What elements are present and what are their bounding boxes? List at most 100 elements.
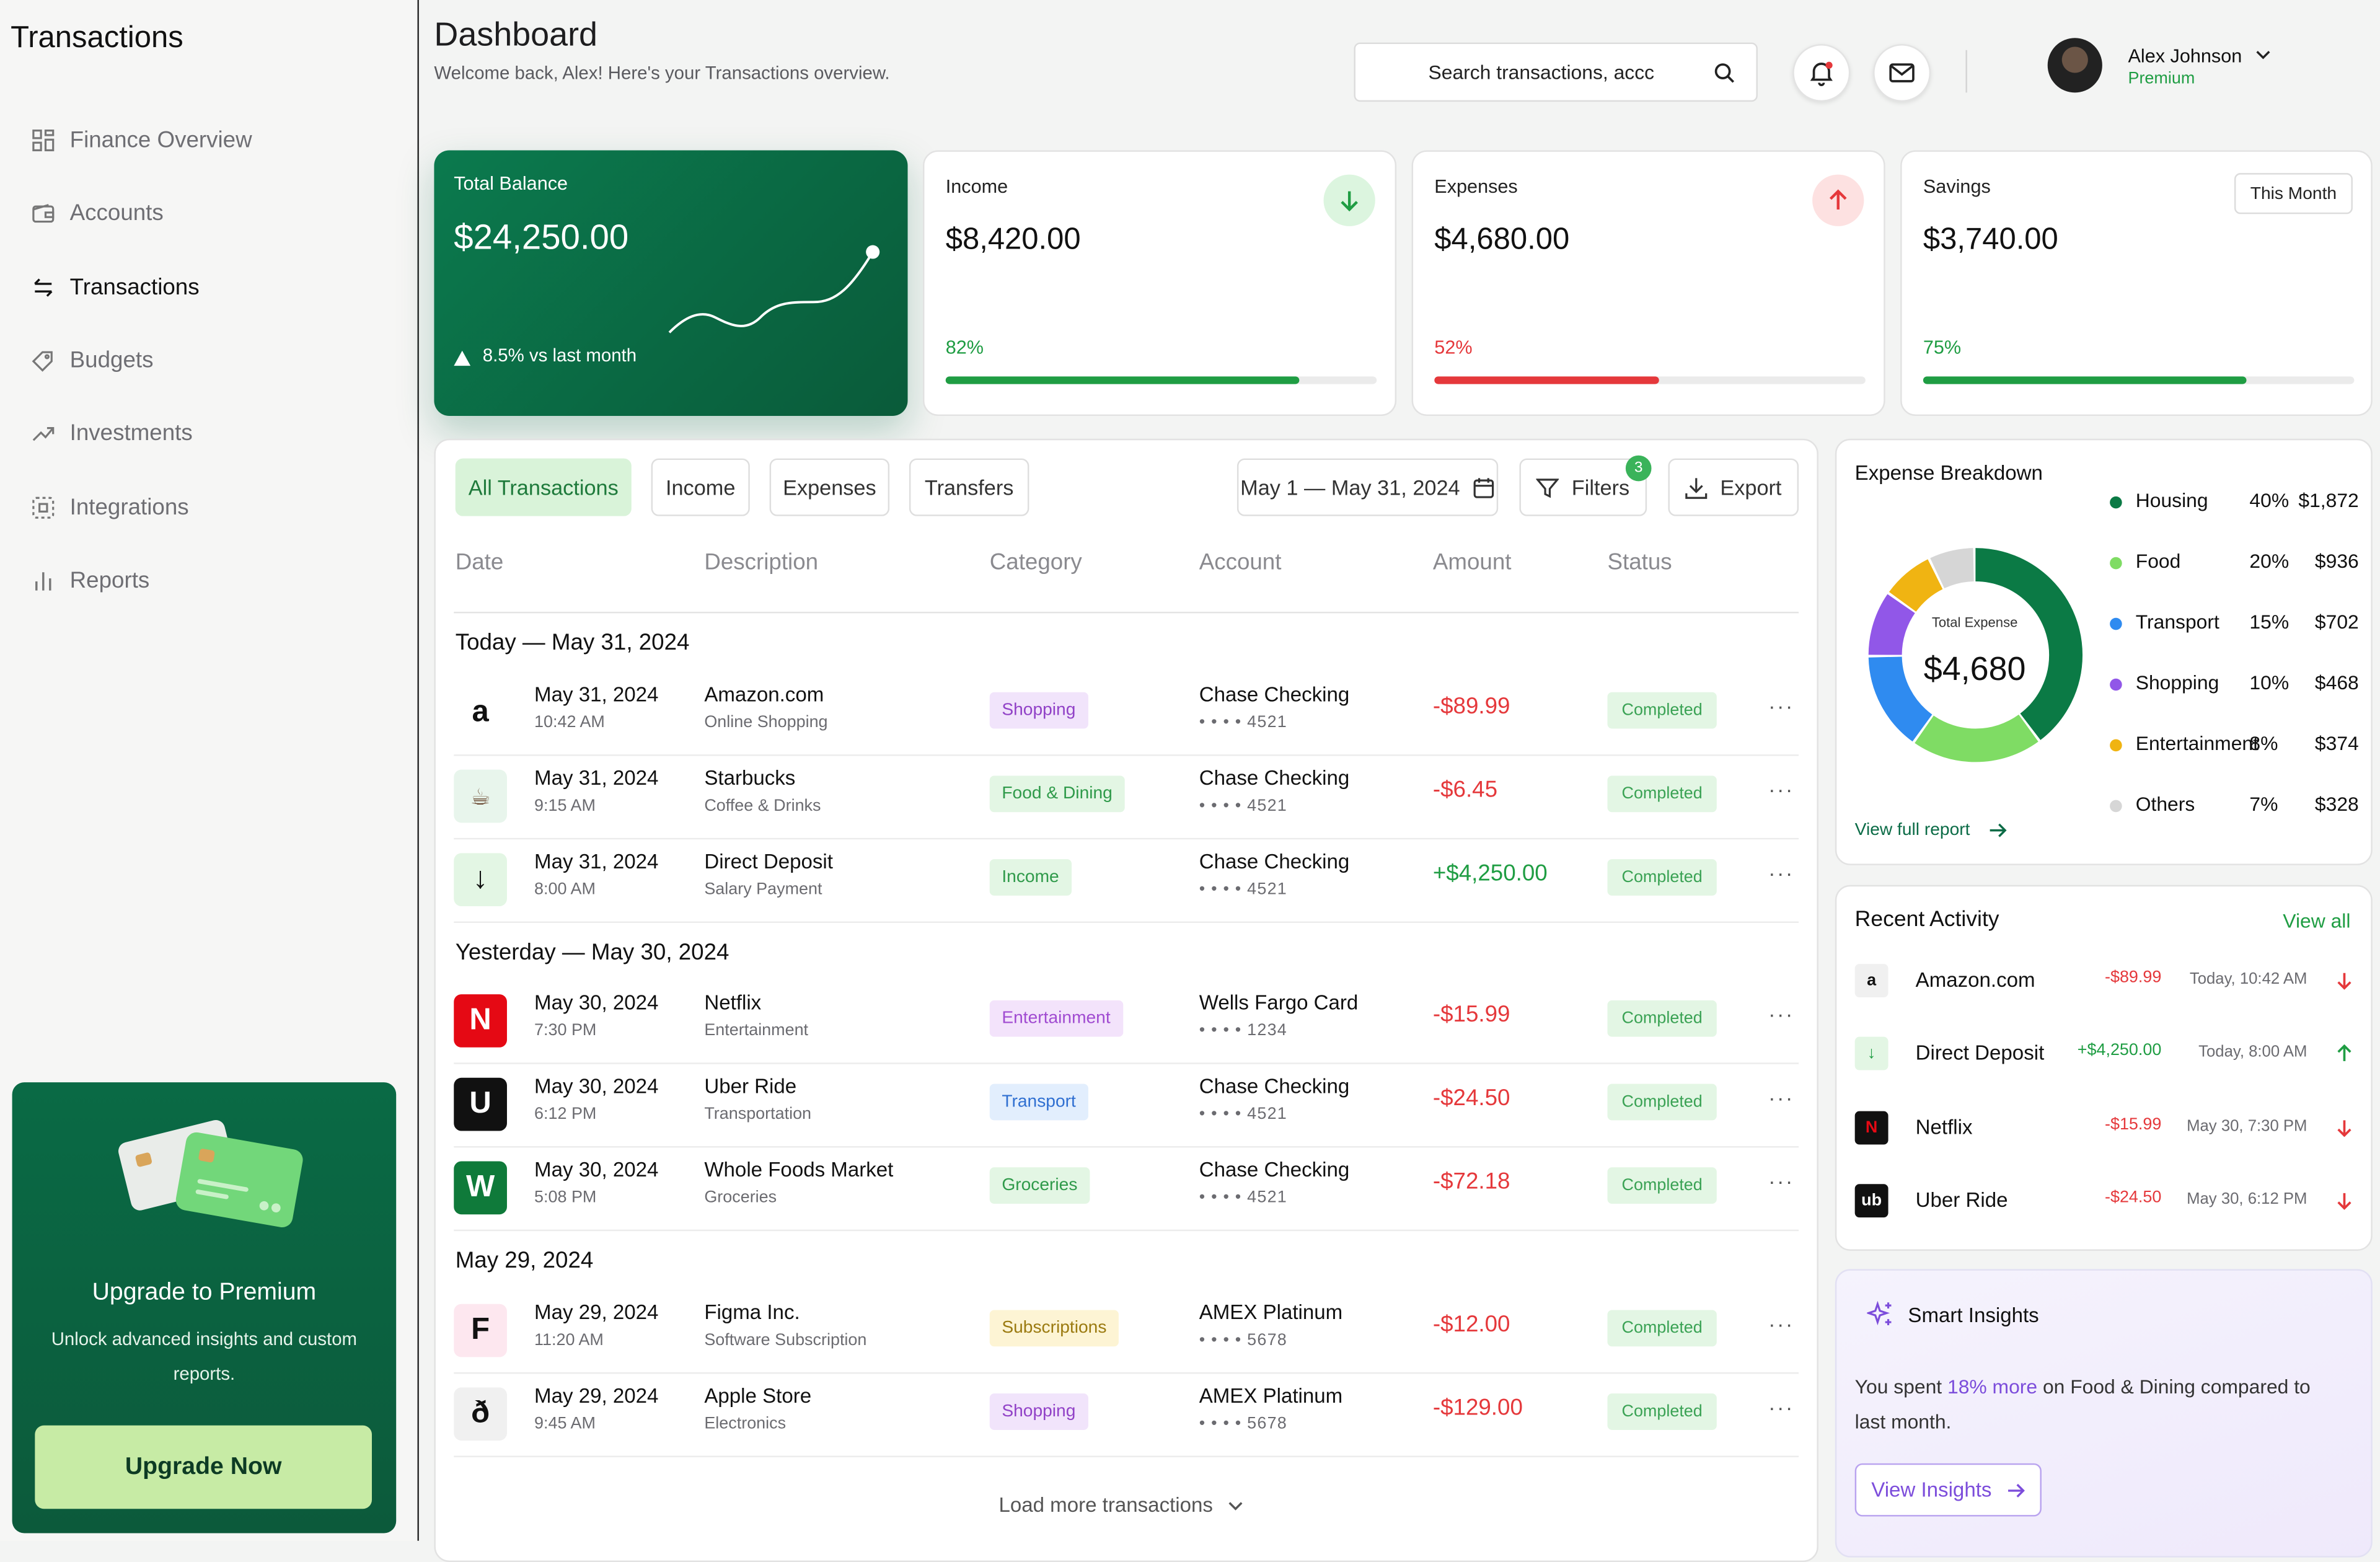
legend-percent: 7%	[2249, 792, 2278, 816]
sidebar-item-transactions[interactable]: Transactions	[30, 268, 200, 305]
donut-segment-food[interactable]	[1868, 548, 2083, 762]
merchant-icon: ð	[454, 1387, 507, 1441]
table-row[interactable]: ↓ May 31, 2024 8:00 AM Direct Deposit Sa…	[454, 839, 1799, 921]
legend-value: $328	[2314, 792, 2359, 816]
row-account-mask: • • • • 4521	[1199, 713, 1288, 732]
tab-all-transactions[interactable]: All Transactions	[455, 458, 632, 516]
search-input[interactable]: Search transactions, accc	[1354, 42, 1758, 102]
sidebar-item-finance-overview[interactable]: Finance Overview	[30, 121, 252, 158]
column-header-description[interactable]: Description	[704, 549, 819, 576]
more-options-icon[interactable]: ···	[1768, 694, 1794, 718]
upgrade-now-button[interactable]: Upgrade Now	[35, 1425, 372, 1509]
row-divider	[454, 754, 1799, 756]
legend-swatch	[2110, 496, 2122, 509]
row-time: 5:08 PM	[534, 1188, 597, 1207]
more-options-icon[interactable]: ···	[1768, 1085, 1794, 1110]
row-account: Chase Checking	[1199, 850, 1350, 873]
table-row[interactable]: F May 29, 2024 11:20 AM Figma Inc. Softw…	[454, 1291, 1799, 1372]
row-description: Whole Foods Market	[704, 1158, 894, 1181]
insight-text-part: on Food & Dining compared to last month.	[1854, 1375, 2311, 1433]
activity-item[interactable]: a Amazon.com -$89.99 Today, 10:42 AM	[1854, 964, 2353, 1000]
more-options-icon[interactable]: ···	[1768, 1002, 1794, 1026]
tab-expenses[interactable]: Expenses	[769, 458, 890, 516]
more-options-icon[interactable]: ···	[1768, 1395, 1794, 1419]
row-divider	[454, 1062, 1799, 1064]
expenses-card: Expenses $4,680.00 52%	[1411, 150, 1885, 417]
activity-item[interactable]: N Netflix -$15.99 May 30, 7:30 PM	[1854, 1111, 2353, 1148]
chevron-down-icon[interactable]	[2255, 48, 2270, 61]
table-row[interactable]: ☕ May 31, 2024 9:15 AM Starbucks Coffee …	[454, 756, 1799, 838]
table-row[interactable]: N May 30, 2024 7:30 PM Netflix Entertain…	[454, 981, 1799, 1062]
table-row[interactable]: U May 30, 2024 6:12 PM Uber Ride Transpo…	[454, 1064, 1799, 1146]
download-icon	[1685, 477, 1708, 498]
savings-progress	[1923, 376, 2355, 384]
recent-activity-card	[1835, 885, 2373, 1251]
messages-button[interactable]	[1873, 44, 1931, 102]
date-range-picker[interactable]: May 1 — May 31, 2024	[1236, 458, 1499, 516]
legend-percent: 15%	[2249, 610, 2290, 633]
row-time: 7:30 PM	[534, 1021, 597, 1040]
brand-title: Transactions	[11, 21, 183, 55]
legend-name: Transport	[2135, 610, 2219, 633]
column-header-account[interactable]: Account	[1199, 549, 1282, 576]
activity-item[interactable]: ↓ Direct Deposit +$4,250.00 Today, 8:00 …	[1854, 1036, 2353, 1074]
upgrade-title: Upgrade to Premium	[92, 1279, 317, 1306]
row-time: 11:20 AM	[534, 1331, 604, 1350]
insight-highlight: 18% more	[1947, 1375, 2038, 1398]
donut-segment-housing[interactable]	[1868, 548, 2083, 762]
merchant-icon: U	[454, 1077, 507, 1131]
column-header-date[interactable]: Date	[455, 549, 504, 576]
view-full-report-link[interactable]: View full report	[1855, 821, 2007, 839]
view-all-link[interactable]: View all	[2283, 909, 2351, 932]
sidebar-item-accounts[interactable]: Accounts	[30, 194, 164, 231]
tab-income[interactable]: Income	[651, 458, 750, 516]
sidebar-item-budgets[interactable]: Budgets	[30, 342, 153, 378]
activity-item[interactable]: ub Uber Ride -$24.50 May 30, 6:12 PM	[1854, 1184, 2353, 1220]
expense-donut-chart	[1868, 548, 2083, 762]
more-options-icon[interactable]: ···	[1768, 860, 1794, 885]
more-options-icon[interactable]: ···	[1768, 777, 1794, 802]
sidebar-item-investments[interactable]: Investments	[30, 415, 193, 451]
merchant-icon: ↓	[1854, 1036, 1889, 1070]
column-header-status[interactable]: Status	[1607, 549, 1672, 576]
group-heading: Today — May 31, 2024	[455, 630, 690, 656]
table-row[interactable]: W May 30, 2024 5:08 PM Whole Foods Marke…	[454, 1147, 1799, 1229]
tab-transfers[interactable]: Transfers	[909, 458, 1029, 516]
row-account-mask: • • • • 4521	[1199, 880, 1288, 899]
arrow-up-icon	[1812, 174, 1864, 226]
table-row[interactable]: a May 31, 2024 10:42 AM Amazon.com Onlin…	[454, 673, 1799, 754]
period-select[interactable]: This Month	[2234, 173, 2353, 214]
filters-button[interactable]: Filters	[1519, 458, 1647, 516]
more-options-icon[interactable]: ···	[1768, 1168, 1794, 1193]
activity-time: May 30, 7:30 PM	[2187, 1117, 2307, 1136]
legend-value: $374	[2314, 731, 2359, 755]
view-insights-button[interactable]: View Insights	[1854, 1463, 2042, 1517]
load-more-button[interactable]: Load more transactions	[998, 1494, 1243, 1517]
notifications-button[interactable]	[1792, 44, 1851, 102]
avatar[interactable]	[2047, 38, 2102, 93]
row-time: 9:45 AM	[534, 1414, 596, 1433]
sidebar-item-label: Integrations	[69, 494, 189, 520]
sidebar-item-reports[interactable]: Reports	[30, 562, 149, 598]
user-name[interactable]: Alex Johnson	[2128, 45, 2242, 67]
chevron-down-icon	[1228, 1501, 1243, 1510]
row-amount: -$24.50	[1432, 1085, 1510, 1111]
row-description: Amazon.com	[704, 683, 824, 706]
insight-text-part: You spent	[1854, 1375, 1947, 1398]
column-header-category[interactable]: Category	[989, 549, 1082, 576]
legend-item: Food 20% $936	[2110, 548, 2359, 578]
row-subtitle: Coffee & Drinks	[704, 796, 821, 816]
table-row[interactable]: ð May 29, 2024 9:45 AM Apple Store Elect…	[454, 1374, 1799, 1455]
total-balance-card: Total Balance $24,250.00 8.5% vs last mo…	[434, 150, 908, 417]
row-subtitle: Electronics	[704, 1414, 787, 1433]
tag-icon	[30, 348, 55, 372]
export-button[interactable]: Export	[1668, 458, 1799, 516]
row-amount: -$15.99	[1432, 1002, 1510, 1028]
legend-value: $468	[2314, 671, 2359, 694]
sidebar-item-label: Accounts	[69, 200, 164, 226]
more-options-icon[interactable]: ···	[1768, 1311, 1794, 1336]
triangle-up-icon	[454, 350, 471, 366]
column-header-amount[interactable]: Amount	[1432, 549, 1512, 576]
merchant-icon: N	[1854, 1111, 1889, 1145]
sidebar-item-integrations[interactable]: Integrations	[30, 489, 189, 526]
